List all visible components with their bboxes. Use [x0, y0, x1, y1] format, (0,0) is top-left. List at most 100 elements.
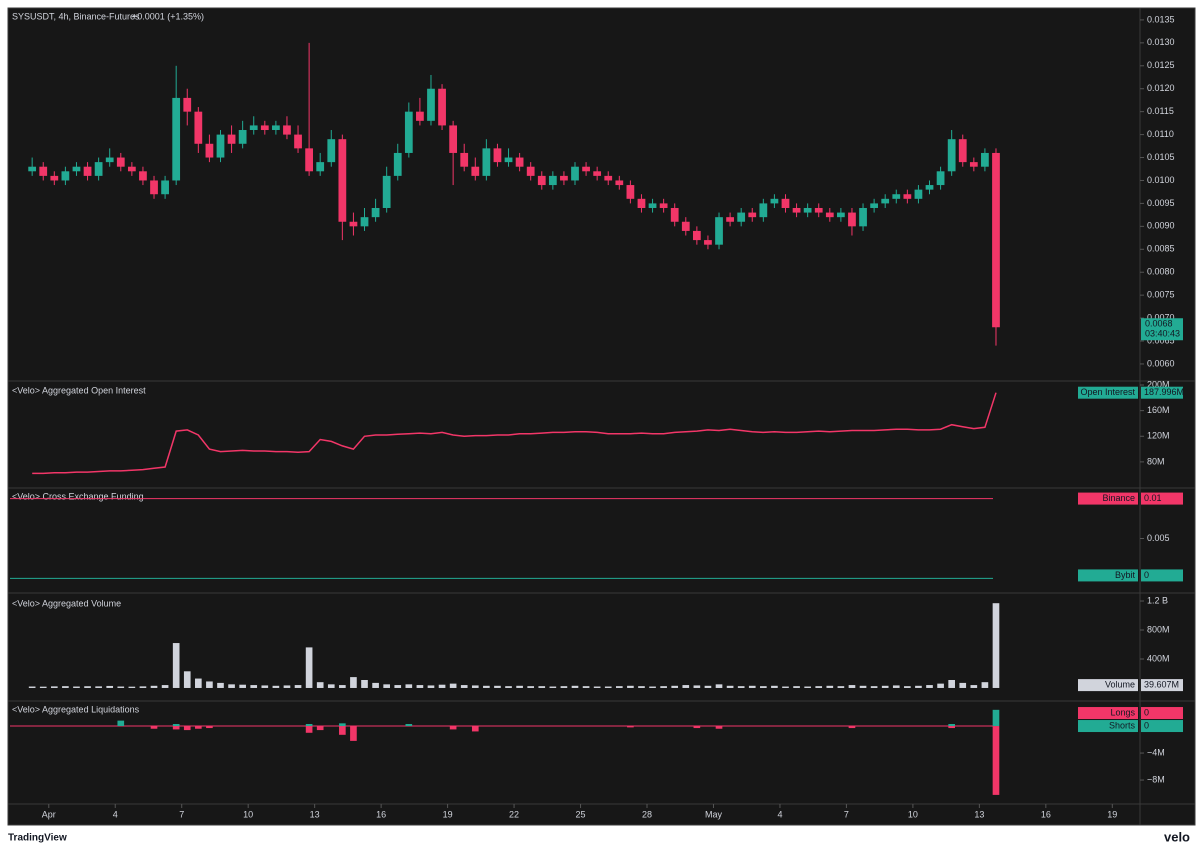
- candle-body: [781, 198, 790, 208]
- bar: [627, 726, 634, 728]
- candle-body: [848, 212, 856, 227]
- value-tag: [1141, 720, 1183, 733]
- bar: [449, 726, 457, 730]
- y-tick-label: 0.0090: [1147, 221, 1175, 231]
- bar: [804, 686, 811, 688]
- bar: [660, 686, 667, 688]
- x-tick-label: 4: [113, 809, 118, 819]
- bar: [992, 603, 1000, 688]
- bar: [627, 685, 634, 688]
- bar: [693, 726, 701, 729]
- candle-body: [194, 111, 203, 144]
- candle-body: [704, 240, 712, 245]
- candle-body: [670, 207, 679, 222]
- x-tick-label: 7: [179, 809, 184, 819]
- bar: [992, 709, 1000, 727]
- y-tick-label: 0.0135: [1147, 14, 1175, 24]
- bar: [405, 684, 413, 688]
- candle-body: [438, 88, 446, 126]
- candle-body: [61, 171, 70, 181]
- value-tag-text: 0: [1144, 720, 1149, 730]
- candle-body: [116, 157, 125, 167]
- bar: [892, 685, 900, 688]
- bar: [339, 723, 346, 727]
- bar: [671, 685, 679, 688]
- bar: [339, 726, 346, 735]
- x-tick-label: 19: [443, 809, 453, 819]
- chart-title: SYSUSDT, 4h, Binance-Futures: [12, 11, 140, 21]
- last-price-tag: [1141, 318, 1183, 341]
- y-tick-label: 0.0070: [1147, 312, 1175, 322]
- y-tick-label: 0.0060: [1147, 358, 1175, 368]
- candle-body: [537, 175, 546, 186]
- bar: [128, 686, 136, 688]
- candle-body: [737, 212, 746, 222]
- bar: [793, 686, 800, 688]
- x-tick-label: 13: [974, 809, 984, 819]
- candle-body: [404, 111, 413, 153]
- bar: [704, 685, 712, 688]
- y-tick-label: 0.0130: [1147, 37, 1175, 47]
- candle-body: [150, 180, 158, 195]
- y-tick-label: 0.0065: [1147, 335, 1175, 345]
- bar: [228, 684, 235, 688]
- candle-body: [925, 185, 934, 190]
- y-tick-label: 200M: [1147, 379, 1170, 389]
- bar: [339, 685, 346, 688]
- price-change: +0.0001 (+1.35%): [132, 11, 204, 21]
- bar: [327, 684, 335, 688]
- value-tag-text: 0: [1144, 570, 1149, 580]
- candle-body: [50, 175, 59, 181]
- bar: [283, 685, 291, 688]
- candle-body: [992, 152, 1000, 328]
- candle-body: [427, 88, 435, 121]
- bar: [848, 726, 856, 729]
- value-tag: [1141, 386, 1183, 399]
- candle-body: [715, 217, 723, 245]
- y-tick-label: 0.005: [1147, 533, 1170, 543]
- candle-body: [615, 180, 624, 186]
- value-tag: [1141, 679, 1183, 692]
- x-tick-label: 4: [777, 809, 782, 819]
- candle-body: [626, 185, 635, 199]
- candle-body: [837, 212, 845, 218]
- y-tick-label: 0.0105: [1147, 152, 1175, 162]
- candle-body: [272, 125, 280, 131]
- candle-body: [139, 171, 147, 181]
- candle-body: [172, 97, 181, 181]
- candle-body: [648, 203, 657, 208]
- candle-body: [593, 171, 602, 176]
- y-tick-label: 400M: [1147, 653, 1170, 663]
- candle-body: [947, 139, 956, 172]
- y-tick-label: 0.0100: [1147, 175, 1175, 185]
- candle-body: [914, 189, 923, 199]
- last-price: 0.0068: [1145, 319, 1173, 329]
- value-tag-name-text: Longs: [1110, 707, 1135, 717]
- candle-body: [814, 207, 823, 213]
- x-tick-label: 10: [243, 809, 253, 819]
- bar: [361, 680, 368, 688]
- bar: [150, 685, 158, 688]
- candle-body: [183, 97, 192, 112]
- y-tick-label: 0.0095: [1147, 198, 1175, 208]
- candle-body: [803, 207, 812, 213]
- bar: [881, 685, 889, 688]
- bar: [316, 726, 324, 731]
- y-tick-label: 0.0125: [1147, 60, 1175, 70]
- y-tick-label: 0.0115: [1147, 106, 1174, 116]
- candle-body: [349, 221, 358, 227]
- value-tag-name: [1078, 386, 1138, 399]
- candle-body: [604, 175, 613, 181]
- candle-body: [127, 166, 136, 172]
- candle-body: [692, 230, 701, 241]
- bar: [106, 685, 114, 688]
- candle-body: [83, 166, 92, 176]
- bar: [693, 685, 701, 688]
- bar: [372, 682, 379, 688]
- bar: [28, 686, 36, 688]
- candle-body: [958, 139, 967, 163]
- pane-title: <Velo> Aggregated Liquidations: [12, 704, 140, 714]
- bar: [471, 726, 479, 732]
- bar: [782, 686, 789, 688]
